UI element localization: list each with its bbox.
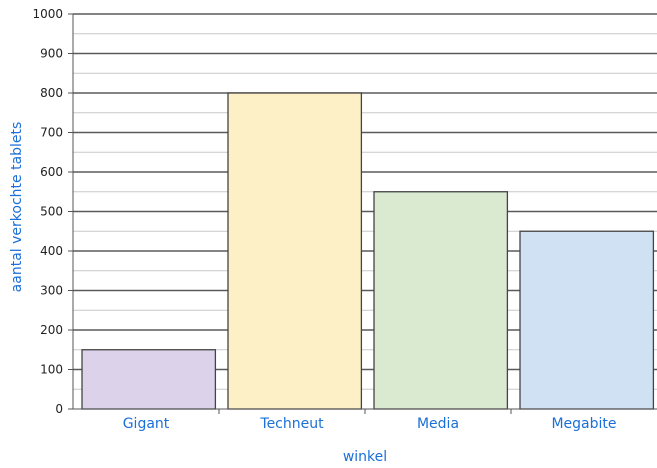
bar-megabite — [519, 230, 655, 410]
bar-media — [373, 191, 509, 410]
y-tick-label: 500 — [40, 205, 63, 219]
y-tick-label: 600 — [40, 165, 63, 179]
y-tick-label: 100 — [40, 363, 63, 377]
y-tick-label: 800 — [40, 86, 63, 100]
bar-techneut — [227, 92, 363, 410]
x-axis-labels: Gigant Techneut Media Megabite — [123, 409, 617, 432]
x-tick-label-gigant: Gigant — [123, 416, 170, 432]
x-tick-label-media: Media — [417, 416, 459, 432]
y-tick-label: 400 — [40, 244, 63, 258]
y-tick-label: 700 — [40, 126, 63, 140]
bar-gigant — [81, 349, 217, 410]
y-tick-label: 900 — [40, 47, 63, 61]
bars — [81, 92, 655, 410]
y-tick-label: 200 — [40, 323, 63, 337]
x-tick-label-megabite: Megabite — [551, 416, 616, 432]
y-axis-ticks: 0 100 200 300 400 500 600 700 800 900 1000 — [32, 7, 73, 416]
grid-lines — [73, 13, 657, 390]
y-tick-label: 300 — [40, 284, 63, 298]
y-tick-label: 0 — [55, 402, 63, 416]
x-axis-title: winkel — [343, 449, 387, 465]
y-axis-title: aantal verkochte tablets — [9, 122, 25, 293]
y-tick-label: 1000 — [32, 7, 63, 21]
x-tick-label-techneut: Techneut — [259, 416, 324, 432]
